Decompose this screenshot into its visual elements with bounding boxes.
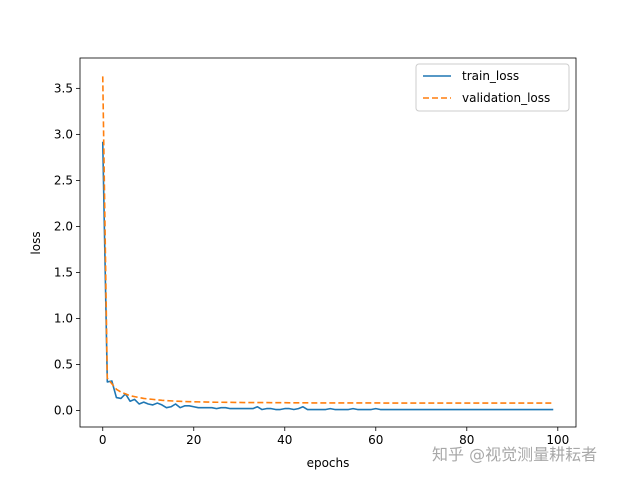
x-tick-label: 40 [277, 433, 292, 447]
x-axis-label: epochs [307, 456, 350, 470]
legend-box [415, 63, 570, 112]
legend-validation-loss-label: validation_loss [462, 91, 550, 105]
series-layer [101, 76, 554, 411]
axes-layer [79, 57, 577, 428]
y-tick-label: 1.5 [54, 265, 73, 279]
plot-frame [79, 57, 577, 428]
y-axis-ticks: 0.0 0.5 1.0 1.5 2.0 2.5 3.0 3.5 [54, 81, 80, 417]
y-tick-label: 2.0 [54, 219, 73, 233]
watermark-text: 知乎 @视觉测量耕耘者 [432, 445, 598, 464]
x-tick-label: 20 [186, 433, 201, 447]
y-tick-label: 2.5 [54, 173, 73, 187]
x-tick-label: 80 [459, 433, 474, 447]
legend-train-loss-label: train_loss [462, 69, 519, 83]
y-axis-label: loss [29, 231, 43, 254]
series-line-validation-loss [101, 76, 554, 404]
x-tick-label: 60 [368, 433, 383, 447]
y-tick-label: 3.5 [54, 81, 73, 95]
x-axis-ticks: 0 20 40 60 80 100 [99, 427, 569, 447]
y-tick-label: 1.0 [54, 311, 73, 325]
plot-background [80, 58, 576, 427]
series-line-train-loss [101, 141, 554, 411]
y-tick-label: 0.0 [54, 403, 73, 417]
x-tick-label: 100 [546, 433, 569, 447]
legend: train_loss validation_loss [415, 63, 570, 112]
x-tick-label: 0 [99, 433, 107, 447]
y-tick-label: 3.0 [54, 127, 73, 141]
y-tick-label: 0.5 [54, 357, 73, 371]
